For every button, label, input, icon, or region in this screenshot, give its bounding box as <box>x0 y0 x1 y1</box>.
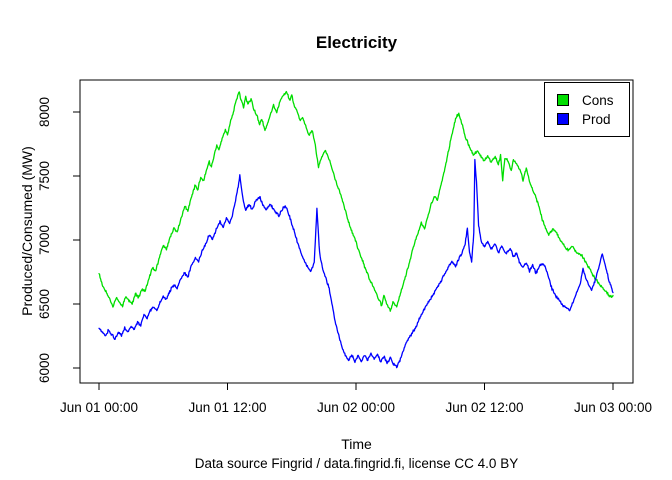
y-tick-label: 8000 <box>37 97 52 127</box>
legend-item-prod: Prod <box>557 111 629 127</box>
cons-color-swatch-icon <box>557 94 569 106</box>
y-tick-label: 7000 <box>37 225 52 255</box>
x-axis-label: Time <box>341 436 372 452</box>
x-tick-label: Jun 03 00:00 <box>574 400 652 415</box>
y-tick-label: 7500 <box>37 161 52 191</box>
legend-label-prod: Prod <box>582 111 611 127</box>
x-tick-label: Jun 02 12:00 <box>445 400 523 415</box>
series-line-prod <box>98 158 614 369</box>
legend-item-cons: Cons <box>557 92 629 108</box>
x-tick-label: Jun 01 00:00 <box>60 400 138 415</box>
legend-label-cons: Cons <box>582 92 614 108</box>
series-line-cons <box>98 90 614 312</box>
y-tick-label: 6000 <box>37 353 52 383</box>
prod-color-swatch-icon <box>557 113 569 125</box>
x-tick-label: Jun 02 00:00 <box>317 400 395 415</box>
x-tick-label: Jun 01 12:00 <box>188 400 266 415</box>
y-tick-label: 6500 <box>37 289 52 319</box>
legend: Cons Prod <box>544 82 630 137</box>
chart-title: Electricity <box>315 33 398 52</box>
data-source-caption: Data source Fingrid / data.fingrid.fi, l… <box>194 456 519 471</box>
